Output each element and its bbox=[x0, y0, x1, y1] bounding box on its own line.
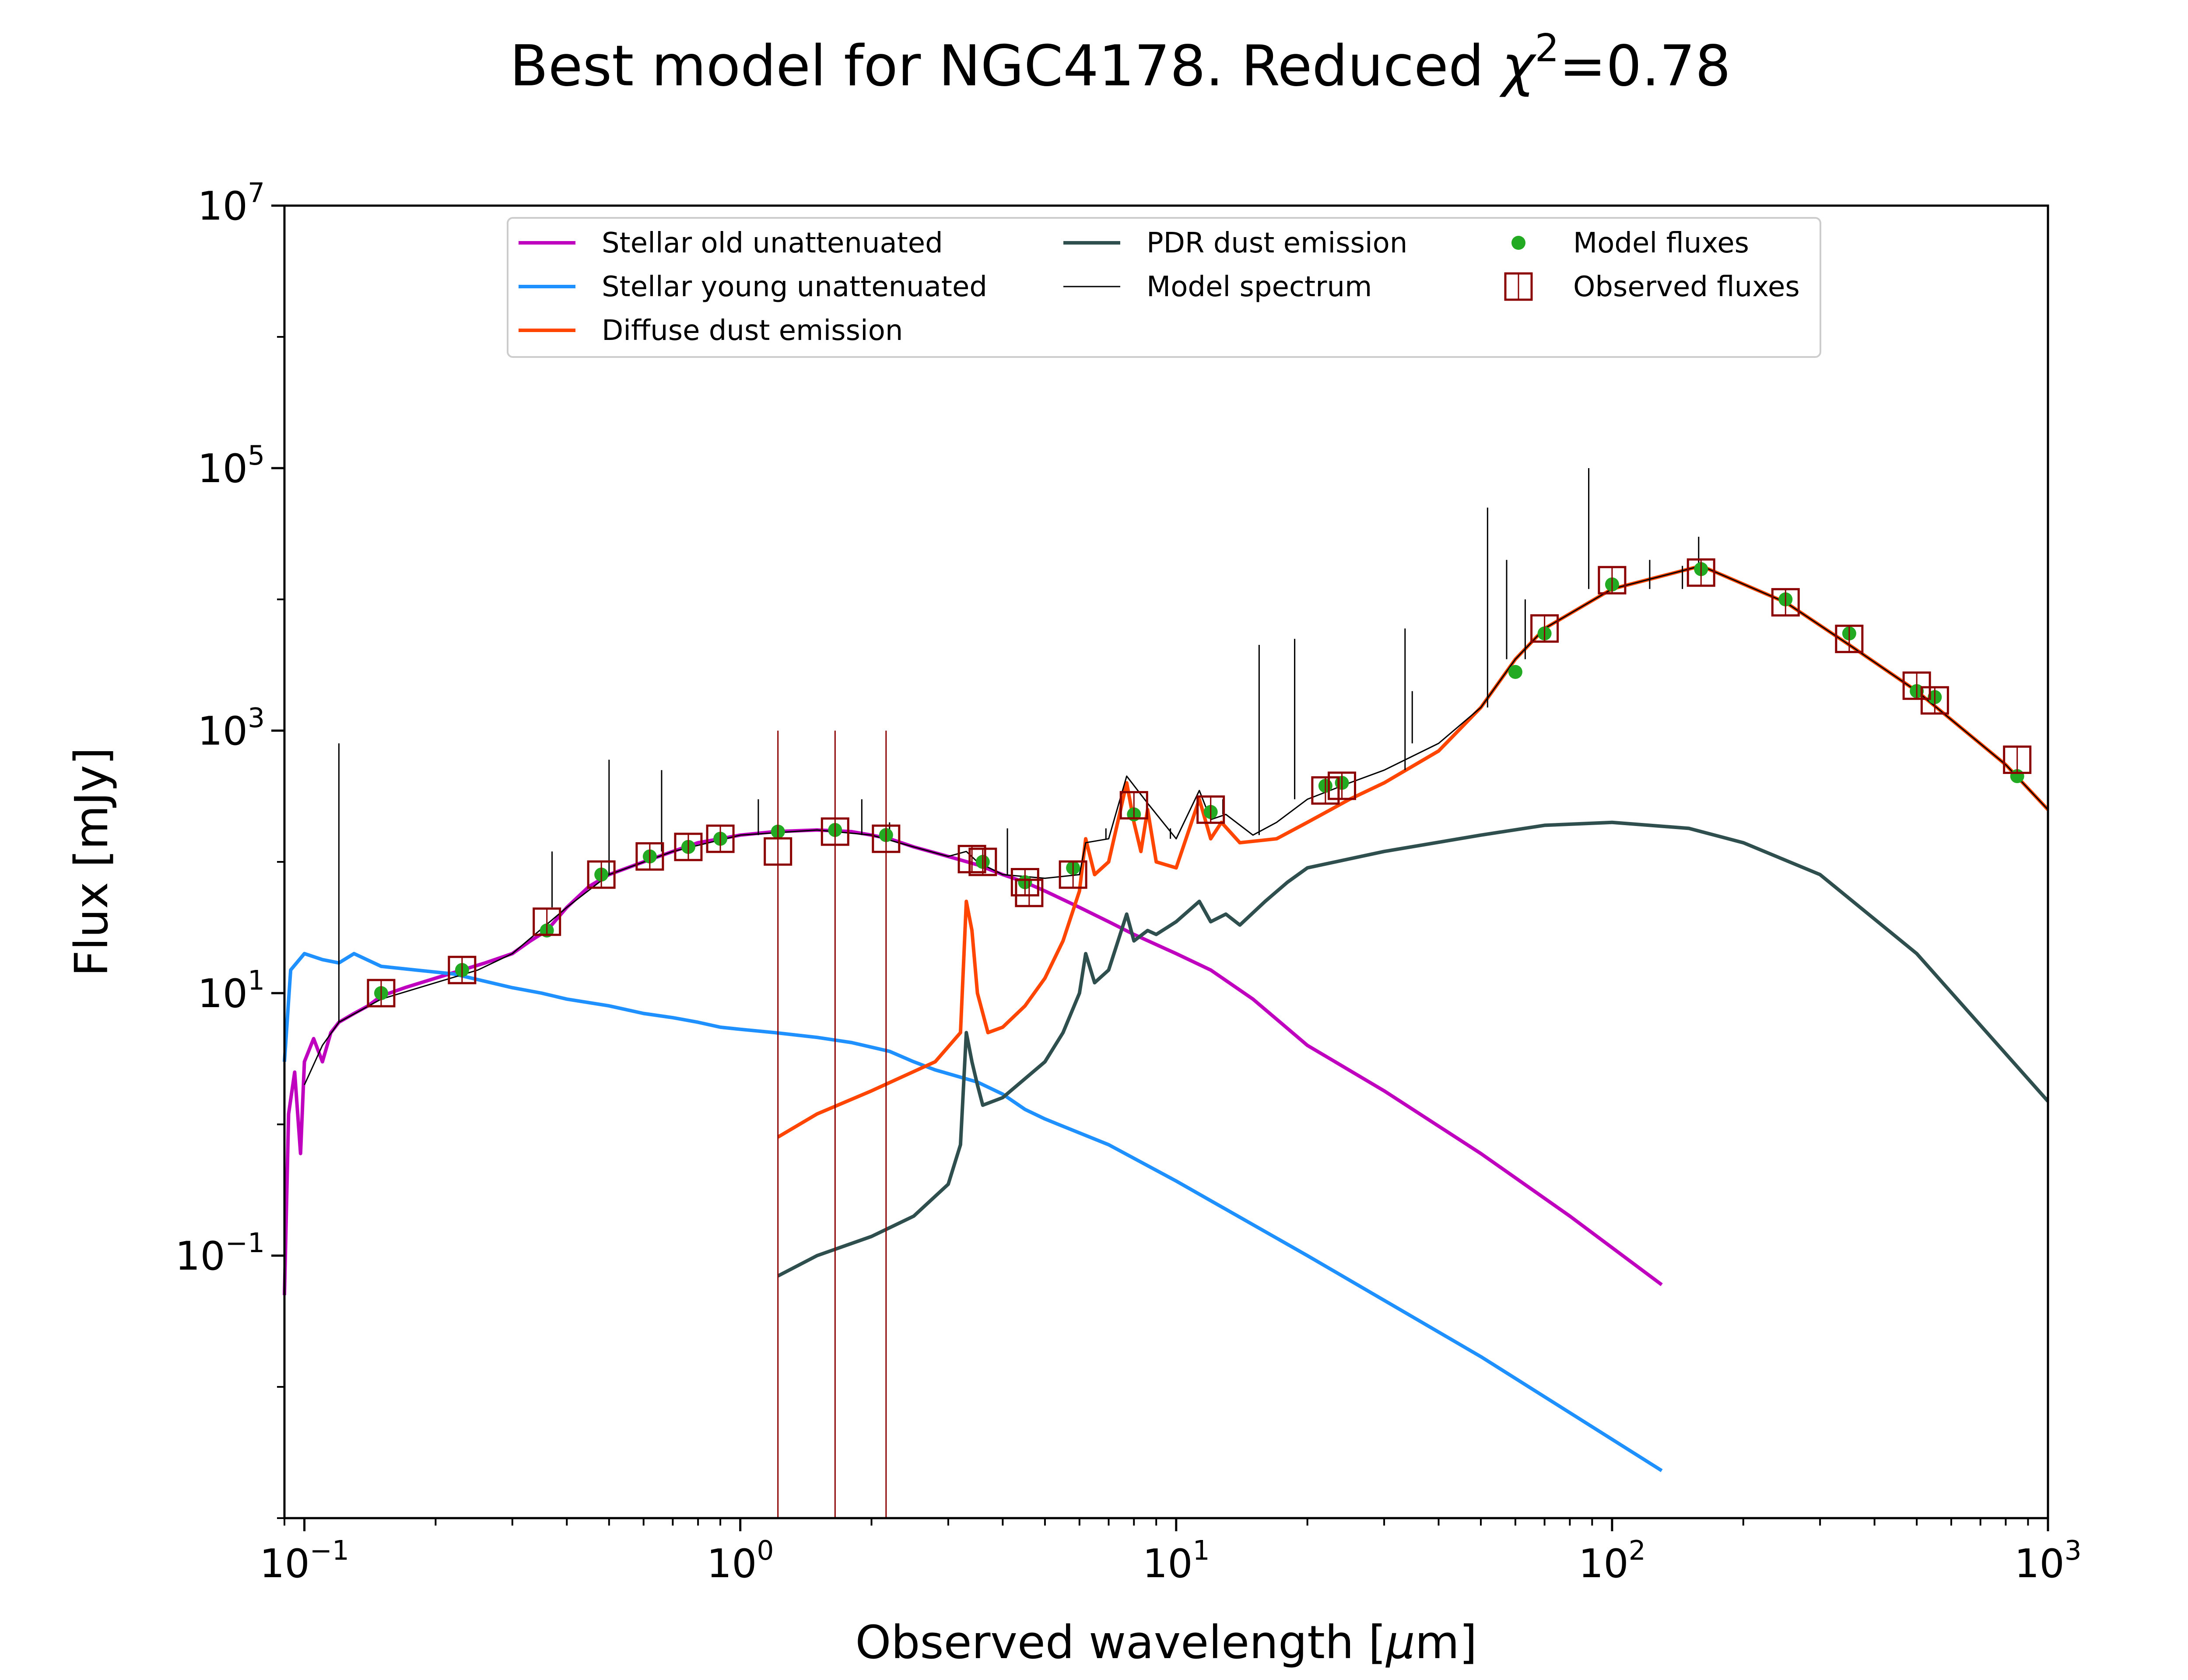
legend-label: Model fluxes bbox=[1573, 227, 1749, 259]
y-tick-label: 103 bbox=[198, 703, 265, 754]
observed-flux-marker bbox=[1059, 860, 1087, 889]
legend: Stellar old unattenuated Stellar young un… bbox=[507, 217, 1821, 358]
observed-flux-marker bbox=[706, 824, 735, 853]
observed-flux-marker bbox=[367, 979, 396, 1008]
observed-flux-marker bbox=[1920, 686, 1949, 715]
chart-title: Best model for NGC4178. Reduced χ2=0.78 bbox=[510, 26, 1731, 99]
observed-flux-marker bbox=[448, 956, 477, 984]
observed-flux-marker bbox=[1530, 614, 1559, 643]
observed-flux-marker bbox=[872, 824, 901, 853]
y-axis: 10−1 101 103 105 107 bbox=[175, 178, 284, 1519]
y-tick-label: 105 bbox=[198, 440, 265, 492]
observed-flux-marker bbox=[1119, 791, 1148, 820]
observed-flux-marker bbox=[1598, 566, 1627, 595]
plot-area bbox=[283, 468, 2049, 1518]
observed-flux-marker bbox=[635, 842, 664, 871]
observed-flux-marker bbox=[587, 860, 616, 889]
observed-flux-marker bbox=[1328, 771, 1357, 800]
y-tick-label: 10−1 bbox=[175, 1228, 265, 1279]
observed-flux-marker bbox=[1771, 588, 1800, 617]
observed-flux-marker bbox=[1687, 558, 1715, 587]
observed-flux-marker bbox=[820, 817, 849, 846]
legend-label: Stellar young unattenuated bbox=[602, 271, 987, 303]
y-axis-label: Flux [mJy] bbox=[65, 747, 118, 976]
observed-flux-marker bbox=[764, 837, 792, 866]
observed-flux-marker bbox=[533, 907, 561, 936]
stellar-young-line bbox=[283, 952, 1663, 1472]
observed-flux-marker bbox=[1311, 776, 1340, 805]
observed-flux-marker bbox=[1902, 671, 1931, 700]
x-tick-label: 100 bbox=[707, 1535, 774, 1587]
legend-box bbox=[507, 217, 1821, 358]
x-tick-label: 101 bbox=[1143, 1535, 1210, 1587]
legend-swatch bbox=[1511, 236, 1525, 250]
observed-flux-marker bbox=[2003, 746, 2032, 774]
x-tick-label: 10−1 bbox=[259, 1535, 349, 1587]
observed-flux-marker bbox=[957, 845, 986, 874]
x-axis: 10−1 100 101 102 103 bbox=[259, 1518, 2082, 1587]
observed-flux-marker bbox=[1835, 624, 1864, 653]
observed-flux-marker bbox=[1015, 878, 1044, 907]
legend-label: PDR dust emission bbox=[1147, 227, 1407, 259]
legend-label: Observed fluxes bbox=[1573, 271, 1800, 303]
observed-flux-marker bbox=[968, 847, 997, 876]
observed-flux-marker bbox=[1010, 868, 1039, 896]
legend-label: Diffuse dust emission bbox=[602, 315, 903, 347]
x-axis-label: Observed wavelength [μm] bbox=[856, 1616, 1477, 1669]
legend-label: Stellar old unattenuated bbox=[602, 227, 943, 259]
y-tick-label: 107 bbox=[198, 178, 265, 229]
pdr-dust-line bbox=[777, 820, 2049, 1278]
model-flux-point bbox=[1508, 665, 1522, 679]
legend-label: Model spectrum bbox=[1147, 271, 1372, 303]
observed-flux-marker bbox=[674, 833, 703, 861]
observed-flux-marker bbox=[1196, 795, 1225, 824]
x-tick-label: 103 bbox=[2014, 1535, 2081, 1587]
y-tick-label: 101 bbox=[198, 965, 265, 1017]
x-tick-label: 102 bbox=[1578, 1535, 1645, 1587]
